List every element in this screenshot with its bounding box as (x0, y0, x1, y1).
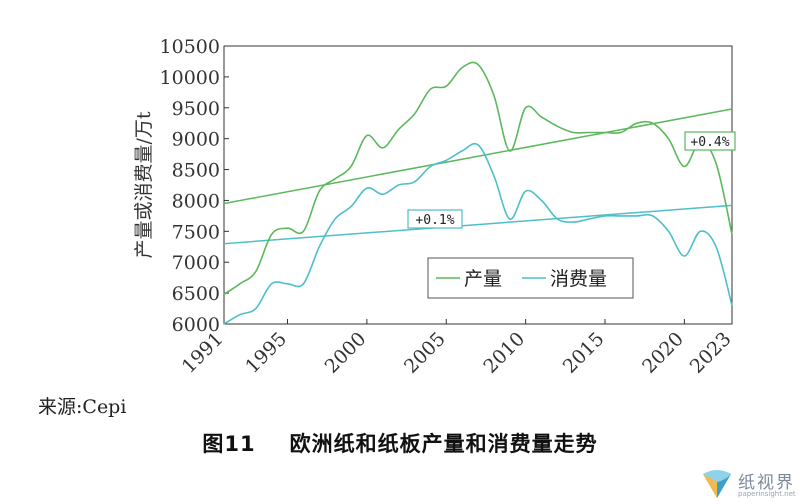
series-line (223, 142, 733, 325)
figure-title: 欧洲纸和纸板产量和消费量走势 (289, 432, 598, 456)
y-tick-label: 7000 (172, 252, 220, 274)
legend-label: 产量 (464, 268, 502, 290)
y-tick-label: 8000 (172, 190, 220, 212)
y-tick-label: 10500 (160, 36, 220, 58)
trend-label: +0.1% (415, 213, 454, 228)
series-lines (223, 61, 733, 325)
x-tick-label: 2015 (559, 328, 609, 378)
watermark-url: paperinsight.net (738, 490, 796, 498)
trend-line (223, 108, 733, 205)
legend: 产量 消费量 (427, 257, 634, 299)
trend-label: +0.4% (690, 135, 729, 150)
y-tick-label: 8500 (172, 160, 220, 182)
y-axis: 6000 6500 7000 7500 8000 8500 9000 9500 10000 105… (160, 36, 229, 336)
trend-label-box (407, 209, 463, 229)
trend-lines (223, 108, 733, 245)
source-note: 来源:Cepi (38, 396, 127, 418)
x-tick-label: 1995 (241, 328, 291, 378)
x-tick-label: 2010 (479, 328, 529, 378)
figure-caption: 图11 欧洲纸和纸板产量和消费量走势 (0, 428, 800, 458)
y-tick-label: 7500 (172, 221, 220, 243)
watermark-logo-icon (703, 470, 731, 498)
line-chart: 6000 6500 7000 7500 8000 8500 9000 9500 10000 105… (133, 36, 736, 378)
x-tick-label: 2000 (321, 328, 371, 378)
figure-number: 图11 (202, 432, 256, 456)
watermark-text: 纸视界 (738, 473, 795, 493)
y-tick-label: 10000 (160, 67, 220, 89)
y-tick-label: 6000 (172, 314, 220, 336)
trend-label-box (684, 131, 736, 151)
x-tick-label: 2005 (400, 328, 450, 378)
y-axis-label: 产量或消费量/万t (133, 111, 155, 258)
x-tick-label: 2023 (686, 328, 736, 378)
legend-label: 消费量 (550, 268, 607, 290)
trend-line (223, 204, 733, 245)
y-tick-label: 6500 (172, 283, 220, 305)
y-tick-label: 9000 (172, 129, 220, 151)
series-line (223, 61, 733, 295)
trend-labels: +0.4% +0.1% (407, 131, 736, 229)
x-tick-label: 2020 (638, 328, 688, 378)
y-tick-label: 9500 (172, 98, 220, 120)
watermark: 纸视界 paperinsight.net (700, 466, 800, 504)
plot-area-frame (223, 45, 733, 325)
